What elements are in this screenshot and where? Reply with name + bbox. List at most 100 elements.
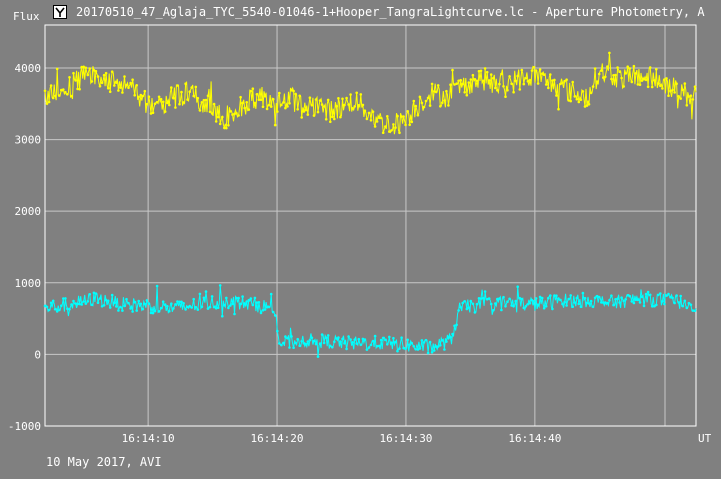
data-point <box>359 343 363 347</box>
data-point <box>412 99 416 103</box>
data-point <box>353 105 357 108</box>
data-point <box>626 294 629 297</box>
data-point <box>60 304 63 308</box>
data-point <box>485 70 489 74</box>
data-point <box>585 104 589 107</box>
data-point <box>520 68 524 72</box>
data-point <box>648 293 652 297</box>
window-title-bar: 20170510_47_Aglaja_TYC_5540-01046-1+Hoop… <box>0 0 721 24</box>
data-point <box>347 335 350 338</box>
data-point <box>178 102 181 106</box>
data-point <box>447 104 450 107</box>
data-point <box>294 92 297 96</box>
data-point <box>477 69 481 73</box>
data-point <box>259 98 263 102</box>
data-point <box>608 51 611 55</box>
data-point <box>424 338 428 342</box>
data-point <box>587 103 591 106</box>
data-point <box>608 299 611 302</box>
data-point <box>384 125 387 128</box>
data-point <box>174 106 177 109</box>
data-point <box>400 115 403 118</box>
data-point <box>149 311 153 315</box>
data-point <box>115 305 118 308</box>
data-point <box>528 301 532 305</box>
data-point <box>516 74 519 78</box>
data-point <box>296 108 300 111</box>
data-point <box>82 65 85 69</box>
data-point <box>461 82 465 86</box>
data-point <box>192 297 195 301</box>
data-point <box>384 338 387 342</box>
tangra-app-icon[interactable] <box>53 5 67 19</box>
data-point <box>90 80 94 83</box>
data-point <box>251 87 255 90</box>
data-point <box>620 76 623 80</box>
data-point <box>70 94 73 98</box>
data-point <box>131 310 134 313</box>
data-point <box>604 301 607 304</box>
data-point <box>349 338 352 341</box>
data-point <box>245 300 248 303</box>
data-point <box>153 309 157 313</box>
data-point <box>45 305 49 309</box>
data-point <box>225 126 228 130</box>
series-line <box>44 52 697 135</box>
data-point <box>218 122 222 126</box>
data-point <box>214 306 218 310</box>
data-point <box>659 292 662 295</box>
data-point <box>673 301 676 305</box>
data-point <box>622 85 625 88</box>
data-point <box>80 303 83 306</box>
data-point <box>290 89 293 92</box>
data-point <box>86 300 90 303</box>
data-point <box>498 297 501 300</box>
data-point <box>642 304 646 308</box>
data-point <box>212 102 216 106</box>
data-point <box>292 89 295 93</box>
data-point <box>117 89 120 92</box>
data-point <box>459 306 463 309</box>
data-point <box>693 309 697 313</box>
data-point <box>247 298 251 302</box>
data-point <box>172 96 175 100</box>
data-point <box>532 66 536 69</box>
data-point <box>359 93 363 96</box>
data-point <box>204 290 208 293</box>
data-point <box>479 69 483 73</box>
data-point <box>216 306 220 310</box>
data-point <box>604 75 607 79</box>
data-point <box>377 116 381 120</box>
data-point <box>51 96 55 100</box>
data-point <box>502 85 505 88</box>
data-point <box>443 348 446 351</box>
data-point <box>172 307 175 310</box>
data-point <box>96 75 100 78</box>
data-point <box>494 86 497 90</box>
data-point <box>121 91 124 94</box>
data-point <box>184 308 187 311</box>
data-point <box>296 337 300 341</box>
data-point <box>375 344 379 348</box>
data-point <box>375 120 379 123</box>
data-point <box>557 297 560 300</box>
data-point <box>324 336 328 340</box>
data-point <box>561 302 564 306</box>
data-point <box>424 99 428 103</box>
data-point <box>110 293 114 297</box>
data-point <box>247 108 251 111</box>
data-point <box>294 341 297 345</box>
data-point <box>210 295 214 298</box>
data-point <box>329 344 332 348</box>
data-point <box>253 296 257 300</box>
data-point <box>113 84 116 87</box>
data-point <box>239 95 242 99</box>
data-point <box>168 103 171 107</box>
data-point <box>547 86 550 90</box>
data-point <box>687 301 691 305</box>
data-point <box>55 310 59 313</box>
data-point <box>361 337 365 341</box>
data-point <box>157 310 161 313</box>
data-point <box>524 305 528 308</box>
